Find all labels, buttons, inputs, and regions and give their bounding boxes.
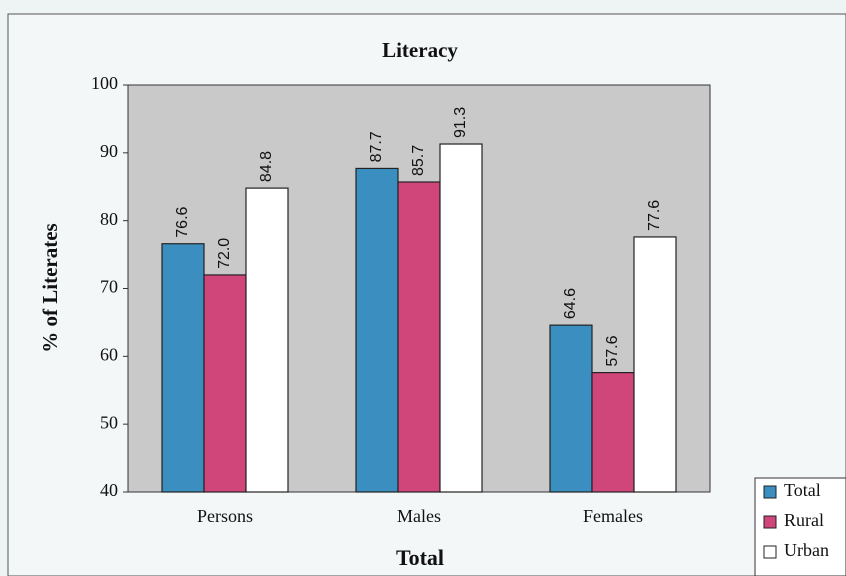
x-tick-label: Females [583,506,643,526]
bar [355,167,399,493]
bar [549,324,593,493]
value-label: 76.6 [174,206,191,237]
legend-swatch [763,545,777,559]
bar [397,181,441,493]
chart-title: Literacy [382,38,458,62]
legend-label: Total [784,480,821,500]
y-tick-label: 60 [100,344,118,364]
y-tick-label: 90 [100,141,118,161]
legend-label: Rural [784,510,824,530]
y-tick-label: 40 [100,480,118,500]
value-label: 72.0 [216,238,233,269]
y-tick-label: 80 [100,209,118,229]
bar [591,372,635,493]
x-axis-label: Total [396,545,444,570]
legend-swatch [763,485,777,499]
value-label: 91.3 [452,107,469,138]
value-label: 85.7 [410,145,427,176]
x-tick-label: Persons [197,506,253,526]
value-label: 87.7 [368,131,385,162]
value-label: 77.6 [646,200,663,231]
legend-label: Urban [784,540,829,560]
y-tick-label: 50 [100,412,118,432]
legend-swatch [763,515,777,529]
y-tick-label: 70 [100,277,118,297]
bar [203,274,247,493]
y-tick-label: 100 [91,73,118,93]
bar [161,243,205,493]
value-label: 57.6 [604,335,621,366]
bar [245,187,289,493]
bar [633,236,677,493]
value-label: 64.6 [562,288,579,319]
value-label: 84.8 [258,151,275,182]
bar [439,143,483,493]
x-tick-label: Males [397,506,441,526]
y-axis-label: % of Literates [38,223,62,352]
